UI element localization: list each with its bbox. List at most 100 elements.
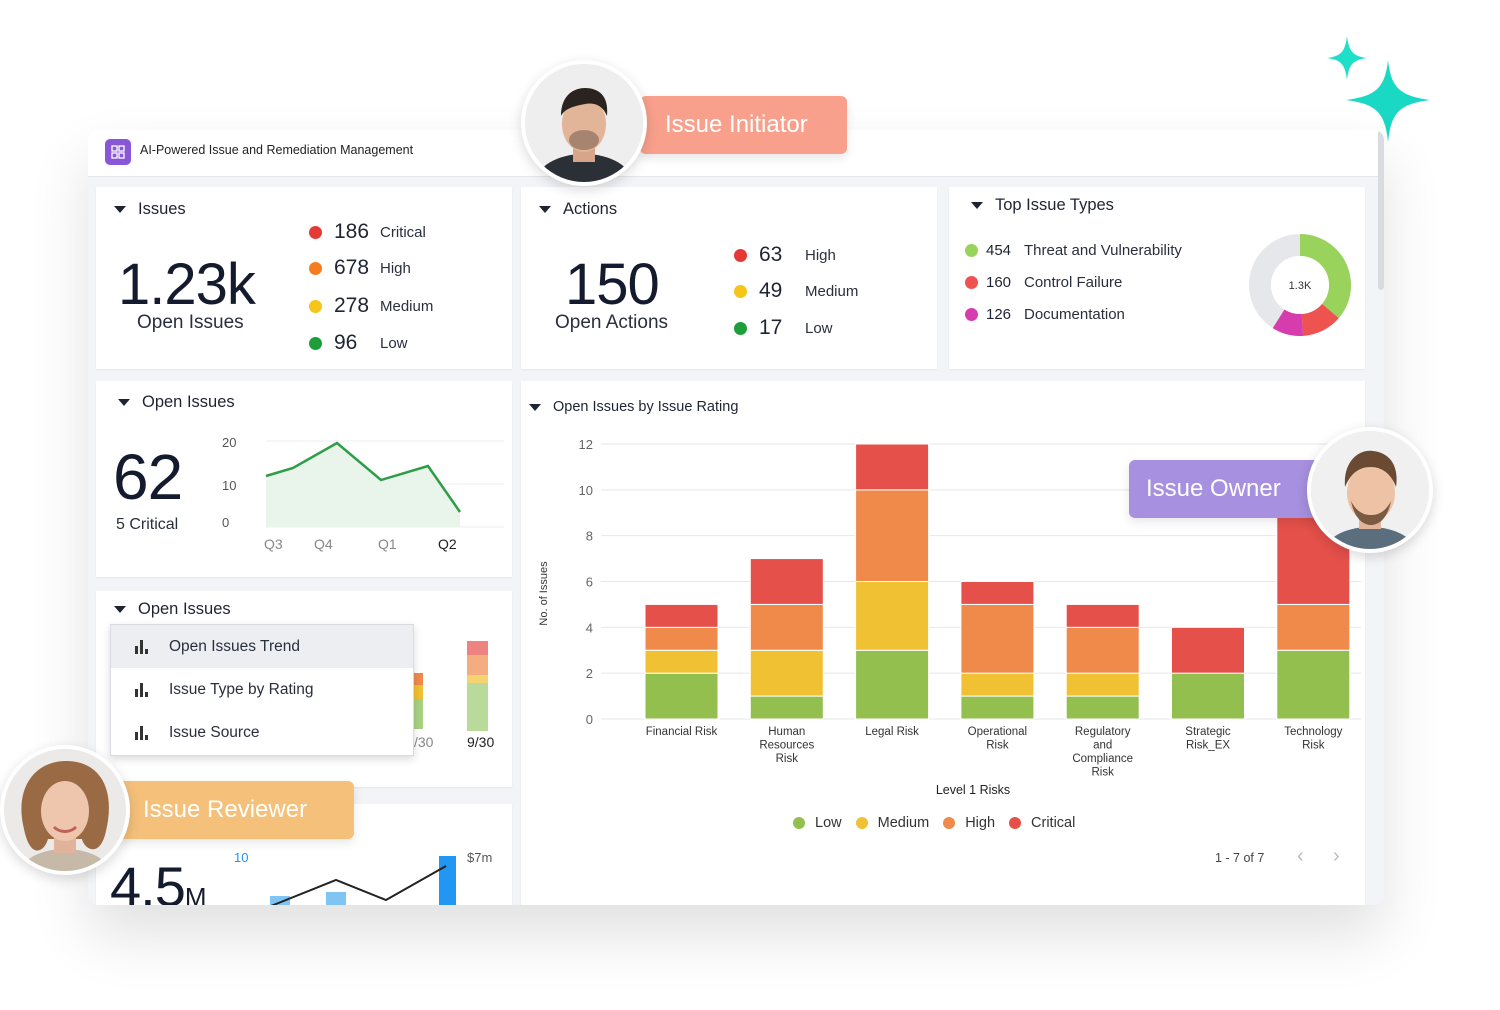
x-tick-label: Operational — [968, 726, 1027, 738]
menu-item-open-issues-trend[interactable]: Open Issues Trend — [111, 625, 413, 668]
issue-types-donut[interactable]: 1.3K — [1246, 231, 1354, 339]
legend-item[interactable]: Critical — [1009, 815, 1075, 831]
actions-low-count: 17 — [759, 316, 783, 339]
issues-critical-count: 186 — [334, 220, 370, 243]
issue-type-label: Threat and Vulnerability — [1024, 242, 1182, 259]
y-tick-label: 6 — [586, 575, 593, 590]
menu-item-issue-type-by-rating[interactable]: Issue Type by Rating — [111, 668, 413, 711]
open-issues-menu-title[interactable]: Open Issues — [114, 600, 231, 619]
bar-segment — [960, 695, 1035, 720]
issue-rating-chart-title[interactable]: Open Issues by Issue Rating — [529, 399, 738, 415]
caret-down-icon — [539, 206, 551, 214]
x-tick-label: Risk — [1302, 740, 1325, 752]
control-failure-dot-icon — [965, 276, 978, 289]
actions-medium-count: 49 — [759, 279, 783, 302]
medium-dot-icon — [734, 284, 747, 298]
prev-page-icon[interactable]: ‹ — [1297, 845, 1304, 867]
legend-label: High — [965, 815, 996, 831]
x-tick-label: Human — [768, 726, 805, 738]
issues-high-count: 678 — [334, 256, 370, 279]
x-tick-label: Compliance — [1072, 753, 1133, 765]
vertical-scrollbar[interactable] — [1378, 130, 1384, 290]
bar-segment — [749, 558, 824, 605]
x-tick-label: Legal Risk — [865, 726, 919, 738]
fourth-card-value: 4.5M — [110, 854, 207, 905]
issues-low-label: Low — [380, 334, 408, 352]
pagination-label: 1 - 7 of 7 — [1215, 851, 1265, 865]
open-issues-trend-title[interactable]: Open Issues — [118, 393, 235, 412]
legend-item[interactable]: Low — [793, 815, 842, 831]
issue-type-row: 160 Control Failure — [965, 274, 1122, 291]
bar-chart-icon — [135, 639, 149, 654]
bar-segment — [644, 672, 719, 720]
next-page-icon[interactable]: › — [1333, 845, 1340, 867]
fourth-card-combo-chart — [270, 856, 456, 905]
critical-dot-icon — [309, 225, 322, 239]
issues-critical-label: Critical — [380, 223, 426, 241]
legend-item[interactable]: Medium — [855, 815, 930, 831]
bar-segment — [1276, 649, 1351, 720]
open-issues-trend-card: Open Issues 62 5 Critical 20 10 0 Q3 Q4 … — [96, 381, 512, 577]
legend-item[interactable]: High — [943, 815, 995, 831]
issue-owner-avatar — [1307, 427, 1433, 553]
x-tick-label: Resources — [759, 740, 814, 752]
bar-segment — [960, 672, 1035, 697]
issue-reviewer-avatar — [0, 745, 130, 875]
chart-type-menu: Open Issues Trend Issue Type by Rating I… — [110, 624, 414, 756]
issue-reviewer-badge: Issue Reviewer — [117, 781, 354, 839]
high-dot-icon — [734, 248, 747, 262]
issue-initiator-avatar — [521, 60, 647, 186]
issue-owner-label: Issue Owner — [1146, 475, 1281, 502]
actions-low-label: Low — [805, 319, 833, 337]
actions-card-title[interactable]: Actions — [539, 200, 617, 219]
bar-segment — [1065, 626, 1140, 674]
bar-segment — [1276, 603, 1351, 651]
issue-type-count: 454 — [986, 242, 1012, 259]
actions-total: 150 — [565, 252, 660, 317]
bar-segment — [855, 649, 930, 720]
legend-dot-icon — [855, 817, 868, 829]
donut-slice-documentation[interactable] — [1249, 234, 1351, 336]
bar-segment — [749, 649, 824, 697]
top-issue-types-title[interactable]: Top Issue Types — [971, 196, 1114, 215]
legend-label: Medium — [877, 815, 930, 831]
issues-high-label: High — [380, 259, 411, 277]
issues-total: 1.23k — [118, 252, 256, 317]
low-dot-icon — [309, 336, 322, 350]
bar-chart-icon — [135, 725, 149, 740]
low-dot-icon — [734, 321, 747, 335]
actions-low-row: 17 Low — [734, 316, 833, 340]
bar-segment — [855, 581, 930, 651]
caret-down-icon — [118, 399, 130, 407]
legend-dot-icon — [943, 817, 956, 829]
issues-card-title[interactable]: Issues — [114, 200, 186, 219]
bar-segment — [1065, 603, 1140, 628]
issues-low-count: 96 — [334, 331, 358, 354]
app-grid-icon[interactable] — [105, 139, 131, 165]
issue-owner-badge: Issue Owner — [1129, 460, 1325, 518]
caret-down-icon — [114, 606, 126, 614]
trend-y-tick: 20 — [222, 435, 236, 450]
trend-y-tick: 0 — [222, 515, 229, 530]
bar-segment — [1171, 626, 1245, 674]
legend-label: Critical — [1031, 815, 1076, 831]
bar-segment — [1171, 672, 1245, 720]
medium-dot-icon — [309, 299, 322, 313]
issue-type-row: 454 Threat and Vulnerability — [965, 242, 1182, 259]
issues-card: Issues 1.23k Open Issues 186 Critical 678… — [96, 187, 512, 369]
issue-initiator-label: Issue Initiator — [665, 111, 808, 138]
issues-medium-label: Medium — [380, 297, 434, 315]
top-issue-types-card: Top Issue Types 454 Threat and Vulnerabil… — [949, 187, 1365, 369]
issue-type-count: 160 — [986, 274, 1012, 291]
menu-item-issue-source[interactable]: Issue Source — [111, 711, 413, 754]
caret-down-icon — [529, 403, 541, 411]
actions-medium-label: Medium — [805, 282, 859, 300]
caret-down-icon — [114, 206, 126, 214]
bar-segment — [855, 443, 930, 491]
menu-item-label: Open Issues Trend — [169, 637, 300, 655]
donut-slice-threat[interactable] — [1249, 234, 1351, 336]
x-tick-label: and — [1093, 740, 1112, 752]
trend-x-tick: Q2 — [438, 536, 457, 552]
trend-x-tick: Q1 — [378, 536, 397, 552]
documentation-dot-icon — [965, 308, 978, 321]
